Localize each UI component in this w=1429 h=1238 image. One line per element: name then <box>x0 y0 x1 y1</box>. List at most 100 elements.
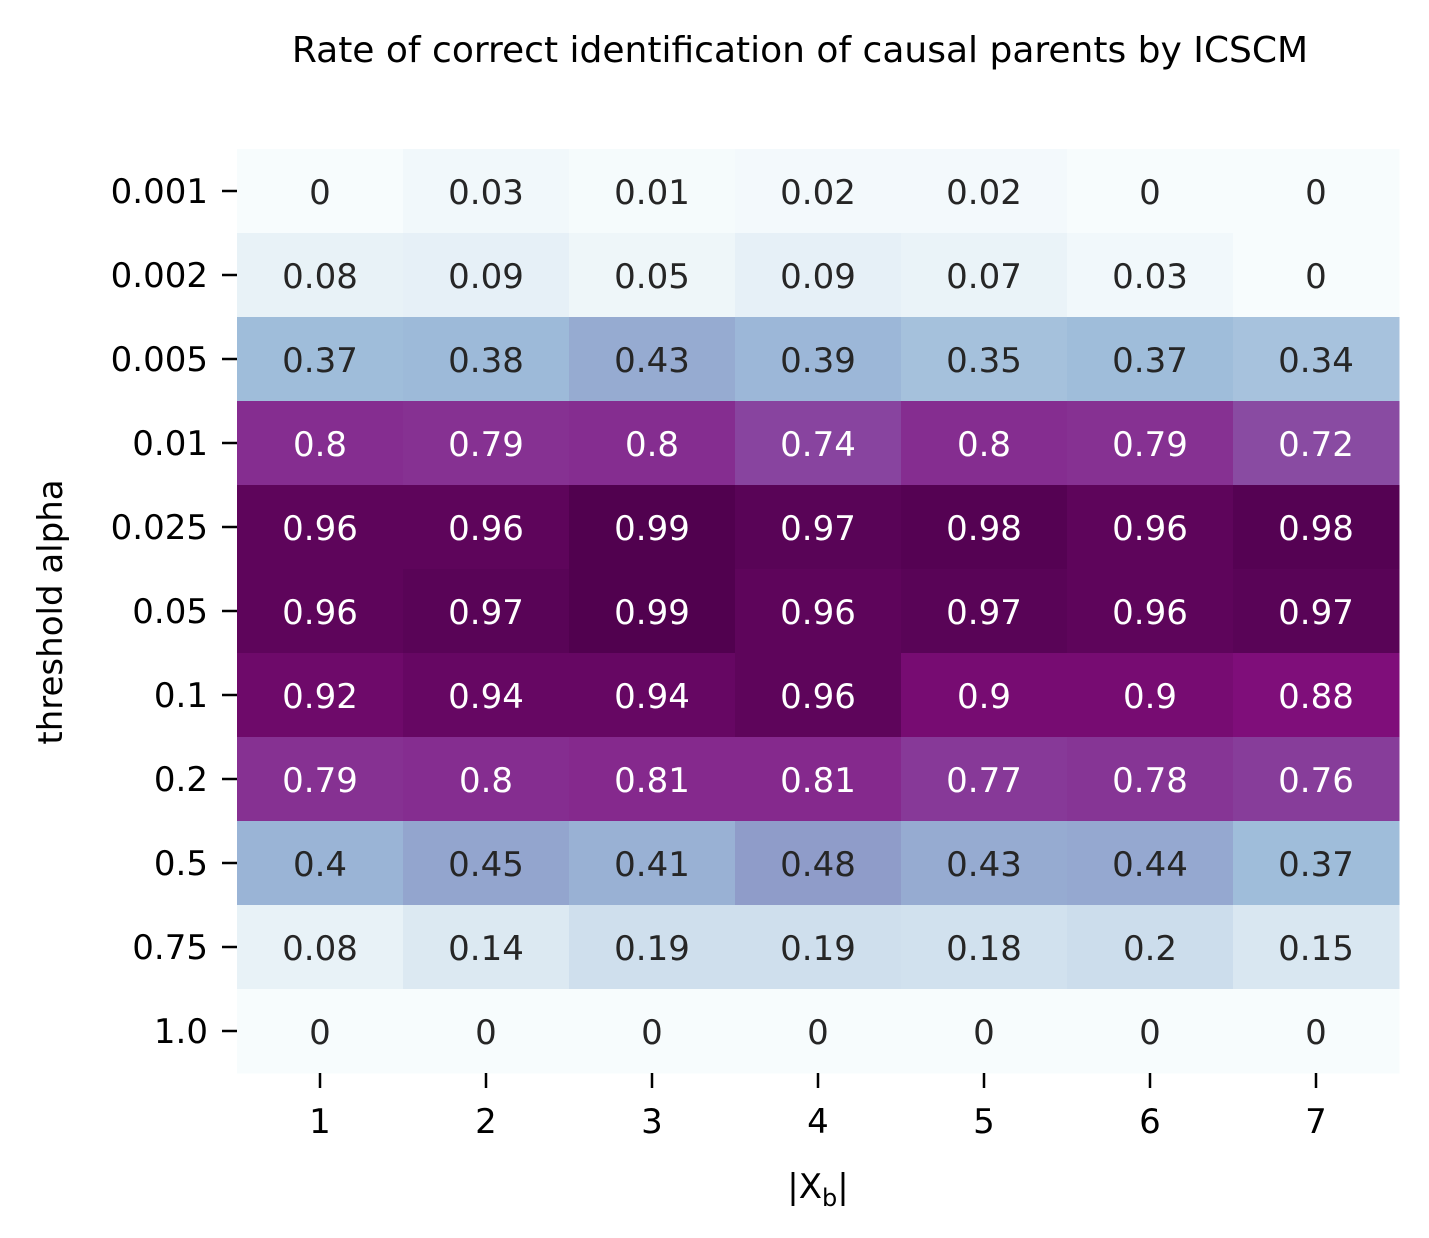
cell-value: 0.05 <box>614 257 690 297</box>
cell-value: 0.79 <box>448 425 524 465</box>
heatmap-cell <box>901 485 1068 570</box>
cell-value: 0.02 <box>946 173 1022 213</box>
heatmap-cell <box>1067 989 1234 1074</box>
cell-value: 0.76 <box>1278 761 1354 801</box>
heatmap-cell <box>237 653 404 738</box>
cell-value: 0.14 <box>448 929 524 969</box>
heatmap-cell <box>735 737 902 822</box>
x-axis-label-subscript: b <box>822 1184 837 1212</box>
cell-value: 0.37 <box>1278 845 1354 885</box>
heatmap-cell <box>901 149 1068 234</box>
heatmap-cell <box>1067 485 1234 570</box>
cell-value: 0.37 <box>282 341 358 381</box>
heatmap-cell <box>403 989 570 1074</box>
heatmap-cell <box>237 989 404 1074</box>
heatmap-cell <box>1067 569 1234 654</box>
y-tick-label: 0.5 <box>154 844 208 884</box>
cell-value: 0.74 <box>780 425 856 465</box>
heatmap-cell <box>1233 569 1400 654</box>
cell-value: 0 <box>807 1013 829 1053</box>
x-tick-label: 5 <box>973 1102 995 1142</box>
cell-value: 0.2 <box>1123 929 1177 969</box>
heatmap-cell <box>1233 821 1400 906</box>
heatmap-cell <box>901 233 1068 318</box>
cell-value: 0.72 <box>1278 425 1354 465</box>
cell-value: 0 <box>973 1013 995 1053</box>
heatmap-cell <box>1233 989 1400 1074</box>
cell-value: 0 <box>1139 1013 1161 1053</box>
y-tick-label: 0.75 <box>132 928 208 968</box>
cell-value: 0.77 <box>946 761 1022 801</box>
cell-value: 0.43 <box>614 341 690 381</box>
heatmap-cell <box>569 905 736 990</box>
heatmap-cell <box>237 317 404 402</box>
x-tick-label: 4 <box>807 1102 829 1142</box>
cell-value: 0.9 <box>957 677 1011 717</box>
cell-value: 0.99 <box>614 509 690 549</box>
cell-value: 0.8 <box>293 425 347 465</box>
cell-value: 0.07 <box>946 257 1022 297</box>
heatmap-cell <box>735 569 902 654</box>
heatmap-cell <box>1233 737 1400 822</box>
cell-value: 0.78 <box>1112 761 1188 801</box>
heatmap-cell <box>569 653 736 738</box>
cell-value: 0 <box>309 173 331 213</box>
heatmap-cell <box>901 569 1068 654</box>
heatmap-cell <box>403 149 570 234</box>
cell-value: 0.96 <box>448 509 524 549</box>
cell-value: 0.8 <box>459 761 513 801</box>
heatmap-cell <box>901 737 1068 822</box>
cell-value: 0.96 <box>1112 509 1188 549</box>
heatmap-cell <box>569 149 736 234</box>
cell-value: 0 <box>1305 1013 1327 1053</box>
cell-value: 0.88 <box>1278 677 1354 717</box>
heatmap-cell <box>901 653 1068 738</box>
heatmap-cell <box>1233 317 1400 402</box>
heatmap-cell <box>1233 905 1400 990</box>
heatmap-cell <box>403 485 570 570</box>
cell-value: 0.81 <box>614 761 690 801</box>
cell-value: 0.34 <box>1278 341 1354 381</box>
cell-value: 0.97 <box>448 593 524 633</box>
cell-value: 0.48 <box>780 845 856 885</box>
heatmap-cell <box>901 905 1068 990</box>
cell-value: 0.79 <box>282 761 358 801</box>
heatmap-cell <box>1233 149 1400 234</box>
heatmap-cell <box>901 401 1068 486</box>
heatmap-cells <box>237 149 1400 1074</box>
y-tick-label: 0.025 <box>111 508 208 548</box>
heatmap-cell <box>237 569 404 654</box>
x-axis-label: |Xb| <box>787 1167 848 1212</box>
cell-value: 0.92 <box>282 677 358 717</box>
heatmap-cell <box>1067 401 1234 486</box>
cell-value: 0.08 <box>282 929 358 969</box>
cell-value: 0.79 <box>1112 425 1188 465</box>
heatmap-cell <box>403 905 570 990</box>
x-tick-label: 7 <box>1305 1102 1327 1142</box>
cell-value: 0.94 <box>448 677 524 717</box>
heatmap-cell <box>237 149 404 234</box>
cell-value: 0 <box>309 1013 331 1053</box>
heatmap-cell <box>569 569 736 654</box>
heatmap-cell <box>901 821 1068 906</box>
x-axis: 1 2 3 4 5 6 7 <box>309 1073 1327 1142</box>
heatmap-cell <box>237 485 404 570</box>
chart-title: Rate of correct identification of causal… <box>292 30 1308 71</box>
heatmap-cell <box>403 737 570 822</box>
cell-value: 0.96 <box>1112 593 1188 633</box>
cell-value: 0.97 <box>1278 593 1354 633</box>
cell-value: 0.15 <box>1278 929 1354 969</box>
x-axis-label-prefix: |X <box>787 1167 822 1207</box>
cell-value: 0.98 <box>946 509 1022 549</box>
cell-value: 0.8 <box>957 425 1011 465</box>
x-tick-label: 1 <box>309 1102 331 1142</box>
heatmap-cell <box>1067 233 1234 318</box>
heatmap-cell <box>1067 149 1234 234</box>
y-tick-label: 1.0 <box>154 1012 208 1052</box>
heatmap-cell <box>735 989 902 1074</box>
cell-value: 0.03 <box>1112 257 1188 297</box>
heatmap-cell <box>1067 317 1234 402</box>
y-tick-label: 0.05 <box>132 592 208 632</box>
heatmap-cell <box>1067 737 1234 822</box>
y-tick-label: 0.1 <box>154 676 208 716</box>
